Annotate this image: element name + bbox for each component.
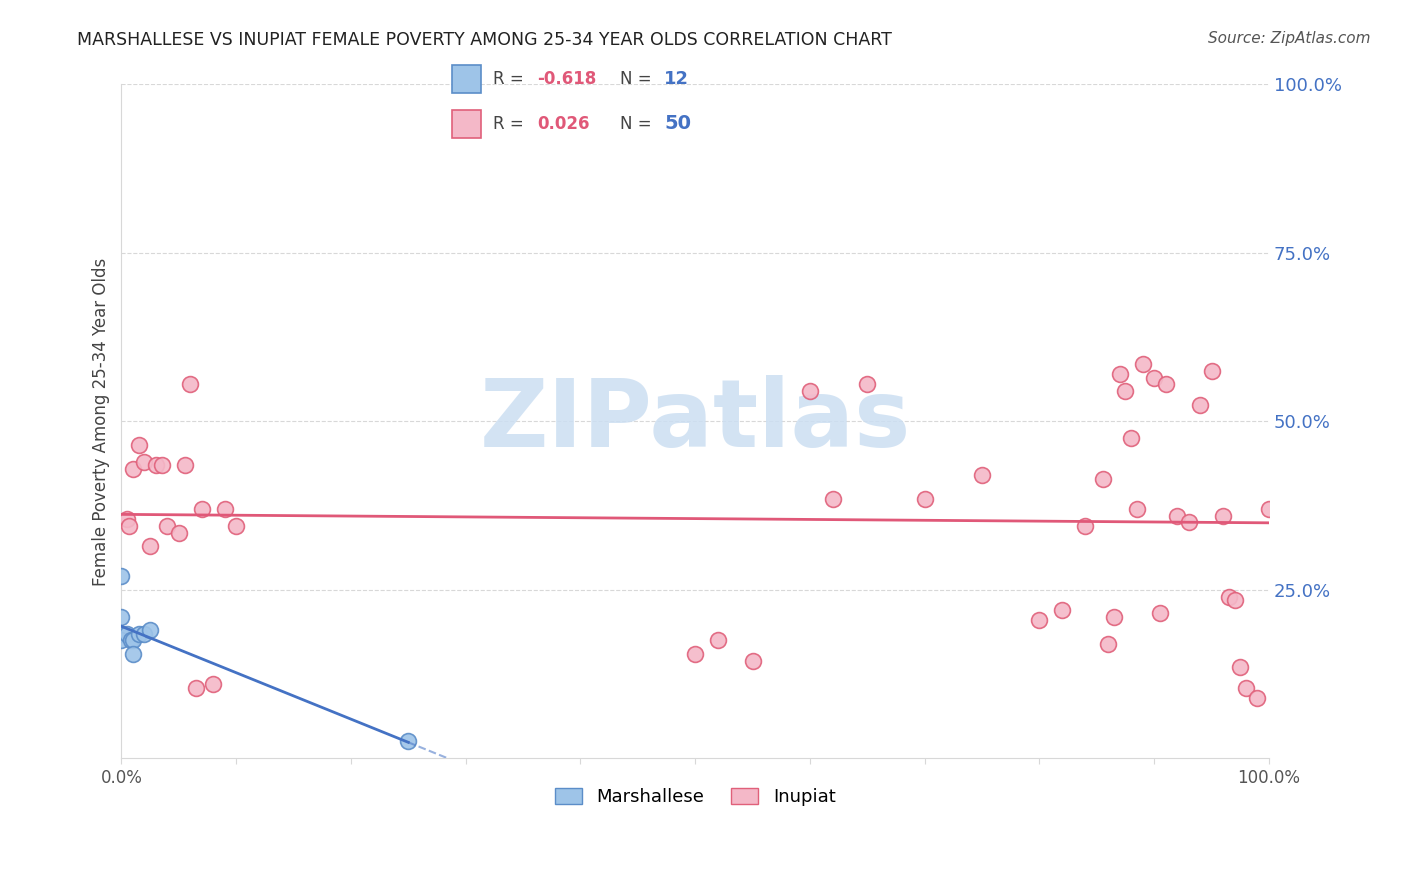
Point — [110, 610, 132, 624]
Point — [134, 626, 156, 640]
Point — [110, 626, 132, 640]
Point — [1177, 516, 1199, 530]
Point — [1201, 364, 1223, 378]
Point — [128, 438, 150, 452]
Point — [1189, 398, 1212, 412]
Point — [110, 569, 132, 583]
Point — [1132, 357, 1154, 371]
Point — [120, 633, 142, 648]
Point — [115, 512, 138, 526]
Text: N =: N = — [620, 70, 651, 87]
Point — [1091, 472, 1114, 486]
Point — [214, 502, 236, 516]
Point — [707, 633, 730, 648]
Point — [134, 455, 156, 469]
Text: R =: R = — [494, 115, 524, 133]
FancyBboxPatch shape — [451, 110, 481, 138]
Point — [799, 384, 821, 398]
Point — [122, 647, 145, 661]
Point — [741, 654, 763, 668]
Point — [1097, 637, 1119, 651]
Point — [122, 461, 145, 475]
Legend: Marshallese, Inupiat: Marshallese, Inupiat — [547, 780, 842, 814]
Text: 0.026: 0.026 — [537, 115, 591, 133]
Point — [1108, 368, 1130, 382]
Text: ZIPatlas: ZIPatlas — [479, 376, 911, 467]
Point — [1028, 613, 1050, 627]
Point — [914, 491, 936, 506]
Point — [1052, 603, 1074, 617]
Text: MARSHALLESE VS INUPIAT FEMALE POVERTY AMONG 25-34 YEAR OLDS CORRELATION CHART: MARSHALLESE VS INUPIAT FEMALE POVERTY AM… — [77, 31, 893, 49]
Point — [128, 626, 150, 640]
Point — [225, 519, 247, 533]
Point — [1102, 610, 1125, 624]
Point — [1154, 377, 1177, 392]
Point — [184, 681, 207, 695]
Point — [179, 377, 201, 392]
Point — [1114, 384, 1136, 398]
Point — [202, 677, 225, 691]
Point — [1143, 370, 1166, 384]
Point — [139, 624, 162, 638]
FancyBboxPatch shape — [451, 65, 481, 93]
Text: 12: 12 — [665, 70, 689, 87]
Point — [683, 647, 706, 661]
Point — [118, 519, 141, 533]
Point — [970, 468, 993, 483]
Point — [1212, 508, 1234, 523]
Point — [1218, 590, 1240, 604]
Point — [173, 458, 195, 473]
Point — [115, 626, 138, 640]
Point — [122, 633, 145, 648]
Point — [1229, 660, 1251, 674]
Point — [150, 458, 173, 473]
Point — [856, 377, 879, 392]
Text: -0.618: -0.618 — [537, 70, 596, 87]
Point — [1074, 519, 1097, 533]
Point — [821, 491, 844, 506]
Point — [1126, 502, 1149, 516]
Text: Source: ZipAtlas.com: Source: ZipAtlas.com — [1208, 31, 1371, 46]
Point — [156, 519, 179, 533]
Y-axis label: Female Poverty Among 25-34 Year Olds: Female Poverty Among 25-34 Year Olds — [93, 257, 110, 585]
Text: R =: R = — [494, 70, 524, 87]
Text: 50: 50 — [665, 114, 692, 133]
Point — [1246, 690, 1268, 705]
Point — [1234, 681, 1257, 695]
Point — [1223, 593, 1246, 607]
Point — [1258, 502, 1281, 516]
Point — [167, 525, 190, 540]
Point — [396, 734, 419, 748]
Point — [191, 502, 214, 516]
Point — [1121, 431, 1143, 445]
Text: N =: N = — [620, 115, 651, 133]
Point — [1166, 508, 1188, 523]
Point — [1149, 607, 1171, 621]
Point — [110, 633, 132, 648]
Point — [145, 458, 167, 473]
Point — [139, 539, 162, 553]
